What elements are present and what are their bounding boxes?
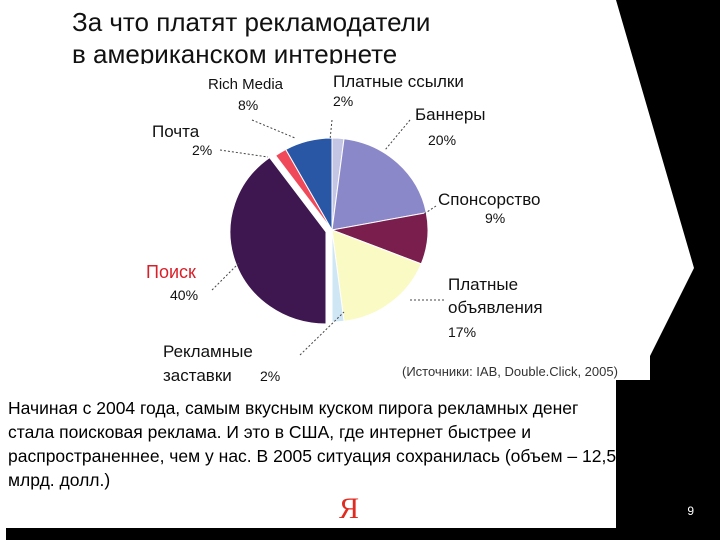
leader-line bbox=[329, 119, 333, 141]
slice-value-label: 2% bbox=[333, 93, 353, 109]
source-note: (Источники: IAB, Double.Click, 2005) bbox=[402, 364, 618, 379]
slice-name-label: Платные ссылки bbox=[333, 72, 464, 91]
slice-value-label: 2% bbox=[260, 368, 280, 384]
slice-name-label: Поиск bbox=[146, 262, 196, 282]
pie-slice bbox=[331, 229, 422, 322]
leader-line bbox=[219, 149, 269, 158]
leader-line bbox=[423, 205, 437, 215]
slice-value-label: 17% bbox=[448, 324, 476, 340]
leader-line bbox=[384, 119, 411, 151]
slide-title: За что платят рекламодатели в американск… bbox=[72, 6, 430, 64]
page-number: 9 bbox=[687, 504, 694, 518]
slice-value-label: 8% bbox=[238, 97, 258, 113]
svg-text:Я: Я bbox=[339, 492, 359, 524]
slide-title-line-1: За что платят рекламодатели bbox=[72, 7, 431, 37]
slice-value-label: 40% bbox=[170, 287, 198, 303]
slice-value-label: 20% bbox=[428, 132, 456, 148]
body-paragraph: Начиная с 2004 года, самым вкусным куско… bbox=[8, 398, 617, 490]
slice-name-label: Почта bbox=[152, 122, 200, 141]
leader-line bbox=[211, 261, 241, 291]
yandex-logo-icon: Я bbox=[339, 492, 359, 524]
pie-slice bbox=[285, 137, 333, 232]
slide-title-line-2: в американском интернете bbox=[72, 39, 398, 64]
pie-slice bbox=[331, 229, 345, 323]
leader-line bbox=[251, 119, 296, 139]
slice-name-label: Платные объявления bbox=[448, 275, 543, 317]
slice-name-label: Спонсорство bbox=[438, 190, 541, 209]
slice-name-label: Рекламные заставки bbox=[163, 342, 253, 385]
slice-name-label: Баннеры bbox=[415, 105, 486, 124]
slice-value-label: 2% bbox=[192, 142, 212, 158]
pie-slice bbox=[331, 138, 427, 231]
slice-value-label: 9% bbox=[485, 210, 505, 226]
slice-name-label: Rich Media bbox=[208, 76, 284, 93]
pie-slice bbox=[229, 156, 327, 325]
